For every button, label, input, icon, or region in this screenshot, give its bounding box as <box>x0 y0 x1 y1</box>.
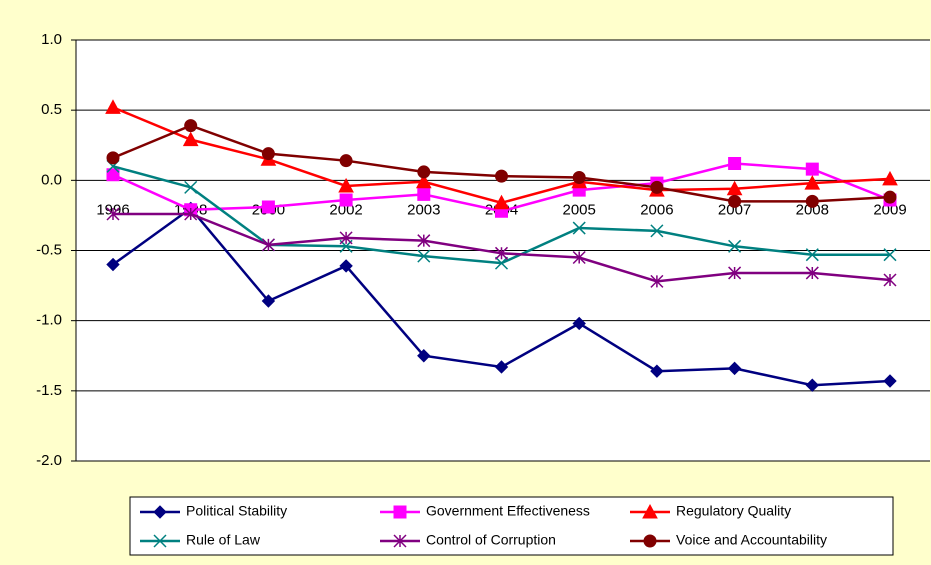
legend-label: Control of Corruption <box>426 532 556 548</box>
marker <box>494 360 509 374</box>
marker <box>184 207 198 221</box>
x-tick-label: 2005 <box>563 201 596 218</box>
marker <box>883 273 897 287</box>
legend-label: Political Stability <box>186 503 287 519</box>
marker <box>728 239 742 253</box>
marker <box>415 173 432 189</box>
marker <box>728 156 742 170</box>
x-tick-label: 2002 <box>329 201 362 218</box>
marker <box>805 194 819 208</box>
y-tick-label: -0.5 <box>36 241 62 258</box>
legend-item: Control of Corruption <box>380 532 556 548</box>
marker <box>728 194 742 208</box>
marker <box>728 266 742 280</box>
marker <box>261 294 276 308</box>
marker <box>572 316 586 331</box>
x-tick-label: 2003 <box>407 201 440 218</box>
marker <box>805 266 819 280</box>
y-tick-label: -1.5 <box>36 382 62 399</box>
x-tick-label: 2006 <box>640 201 673 218</box>
marker <box>153 505 167 519</box>
marker <box>182 131 199 147</box>
marker <box>883 374 897 388</box>
legend-label: Regulatory Quality <box>676 503 791 519</box>
legend-item: Government Effectiveness <box>380 503 590 519</box>
marker <box>726 180 743 196</box>
marker <box>261 147 275 161</box>
marker <box>338 177 354 193</box>
marker <box>494 246 509 260</box>
legend-label: Government Effectiveness <box>426 503 590 519</box>
marker <box>642 503 658 519</box>
y-tick-label: 0.5 <box>41 101 62 118</box>
marker <box>393 505 407 519</box>
marker <box>417 349 431 363</box>
marker <box>572 221 586 235</box>
marker <box>417 165 431 179</box>
x-tick-label: 2009 <box>873 201 906 218</box>
y-tick-label: -2.0 <box>36 452 62 469</box>
marker <box>184 180 198 194</box>
marker <box>883 190 897 204</box>
x-tick-label: 2007 <box>718 201 751 218</box>
marker <box>804 175 821 190</box>
marker <box>494 256 509 270</box>
marker <box>417 234 431 248</box>
legend-item: Voice and Accountability <box>630 532 827 548</box>
legend-item: Rule of Law <box>140 532 261 548</box>
legend <box>129 496 894 556</box>
marker <box>106 207 120 221</box>
marker <box>572 171 586 185</box>
marker <box>650 274 664 288</box>
marker <box>261 200 275 214</box>
marker <box>493 194 510 210</box>
marker <box>393 534 407 548</box>
marker <box>805 248 819 262</box>
marker <box>339 259 353 273</box>
marker <box>417 187 431 201</box>
marker <box>650 224 664 238</box>
marker <box>805 162 819 176</box>
legend-item: Political Stability <box>140 503 287 519</box>
marker <box>339 231 353 245</box>
marker <box>417 249 431 263</box>
legend-item: Regulatory Quality <box>630 503 791 519</box>
legend-label: Voice and Accountability <box>676 532 827 548</box>
marker <box>882 170 898 186</box>
marker <box>643 534 657 548</box>
marker <box>339 193 353 207</box>
marker <box>883 248 897 262</box>
marker <box>184 119 198 133</box>
marker <box>572 250 586 265</box>
marker <box>494 169 509 183</box>
marker <box>805 378 820 392</box>
marker <box>650 180 664 194</box>
marker <box>650 364 664 378</box>
legend-label: Rule of Law <box>186 532 261 548</box>
marker <box>105 99 121 114</box>
y-tick-label: -1.0 <box>36 312 62 329</box>
marker <box>106 151 120 165</box>
x-tick-label: 2008 <box>796 201 829 218</box>
marker <box>339 154 353 168</box>
marker <box>727 361 742 376</box>
marker <box>153 534 167 548</box>
marker <box>261 238 275 252</box>
y-tick-label: 0.0 <box>41 171 62 188</box>
y-tick-label: 1.0 <box>41 31 62 48</box>
marker <box>106 257 120 272</box>
